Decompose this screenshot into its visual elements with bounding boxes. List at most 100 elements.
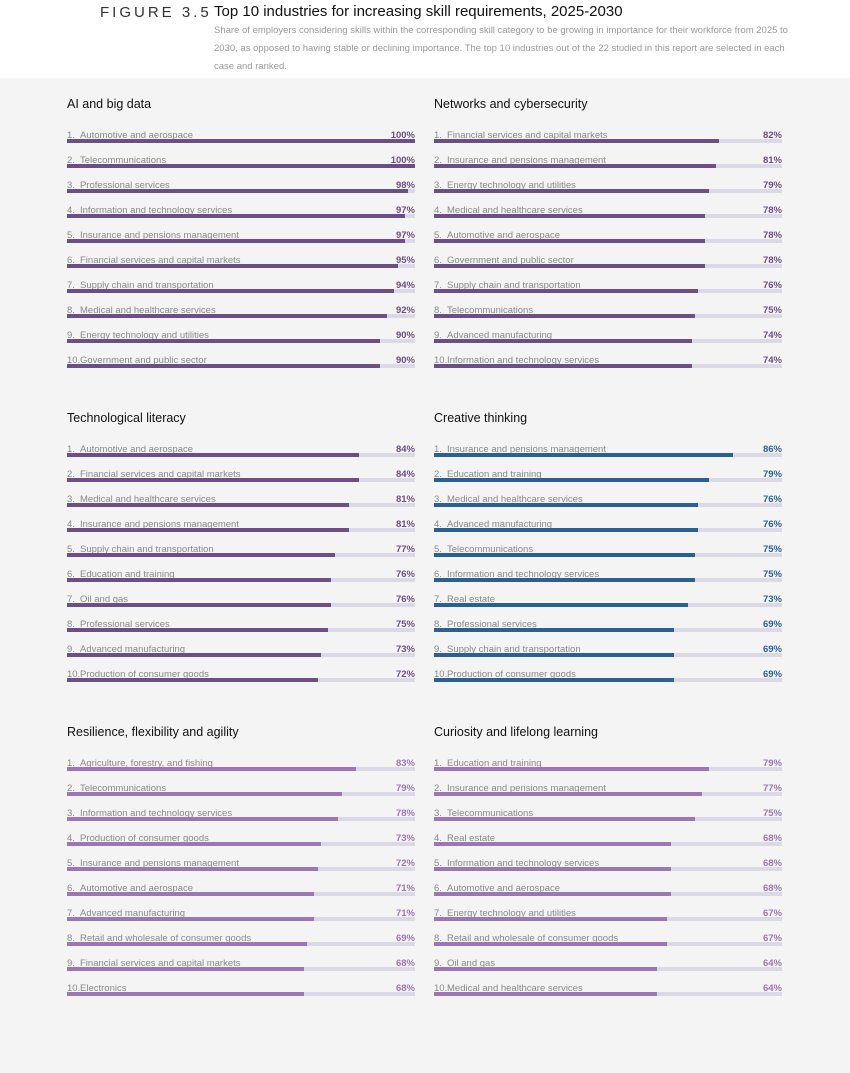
value-label: 83% bbox=[395, 758, 415, 769]
value-label: 78% bbox=[762, 230, 782, 241]
value-label: 69% bbox=[395, 933, 415, 944]
bar-row: 7. Oil and gas 76% bbox=[67, 594, 415, 619]
bar-row: 5. Information and technology services 68… bbox=[434, 858, 782, 883]
bar-row: 1. Financial services and capital markets… bbox=[434, 130, 782, 155]
bar-row: 8. Retail and wholesale of consumer goods… bbox=[434, 933, 782, 958]
panel-title: Creative thinking bbox=[434, 411, 528, 425]
category-label: 10.Government and public sector bbox=[67, 355, 207, 366]
category-label: 2. Financial services and capital markets bbox=[67, 469, 241, 480]
value-label: 94% bbox=[395, 280, 415, 291]
bar bbox=[67, 792, 342, 796]
category-label: 9. Energy technology and utilities bbox=[67, 330, 209, 341]
bar bbox=[67, 189, 409, 193]
bar bbox=[67, 867, 318, 871]
bar bbox=[67, 767, 356, 771]
bar-track bbox=[67, 553, 415, 557]
bar-track bbox=[67, 189, 415, 193]
bar-track bbox=[434, 314, 782, 318]
category-label: 6. Education and training bbox=[67, 569, 175, 580]
category-label: 7. Real estate bbox=[434, 594, 496, 605]
category-label: 5. Information and technology services bbox=[434, 858, 600, 869]
category-label: 2. Insurance and pensions management bbox=[434, 783, 606, 794]
bar-row: 10.Electronics 68% bbox=[67, 983, 415, 1008]
category-label: 5. Insurance and pensions management bbox=[67, 230, 239, 241]
bar-track bbox=[434, 478, 782, 482]
bar bbox=[434, 653, 675, 657]
bar-row: 10.Production of consumer goods 72% bbox=[67, 669, 415, 694]
bar-track bbox=[67, 364, 415, 368]
bar-track bbox=[434, 164, 782, 168]
bar bbox=[434, 264, 706, 268]
value-label: 76% bbox=[762, 494, 782, 505]
category-label: 8. Professional services bbox=[434, 619, 537, 630]
bar-row: 5. Insurance and pensions management 97% bbox=[67, 230, 415, 255]
bar bbox=[67, 214, 405, 218]
bar-row: 2. Telecommunications 100% bbox=[67, 155, 415, 180]
bar-row: 1. Automotive and aerospace 100% bbox=[67, 130, 415, 155]
bar bbox=[67, 967, 304, 971]
bar-track bbox=[434, 239, 782, 243]
bar bbox=[434, 239, 706, 243]
value-label: 84% bbox=[395, 469, 415, 480]
category-label: 4. Insurance and pensions management bbox=[67, 519, 239, 530]
value-label: 75% bbox=[762, 569, 782, 580]
bar-track bbox=[434, 942, 782, 946]
category-label: 6. Information and technology services bbox=[434, 569, 600, 580]
bar bbox=[434, 453, 734, 457]
bar bbox=[434, 628, 675, 632]
value-label: 64% bbox=[762, 958, 782, 969]
bar-row: 2. Financial services and capital markets… bbox=[67, 469, 415, 494]
value-label: 68% bbox=[762, 858, 782, 869]
bar bbox=[67, 678, 318, 682]
bar-track bbox=[67, 289, 415, 293]
bar-row: 10.Production of consumer goods 69% bbox=[434, 669, 782, 694]
category-label: 2. Telecommunications bbox=[67, 155, 167, 166]
category-label: 8. Retail and wholesale of consumer goods bbox=[434, 933, 619, 944]
bar-track bbox=[67, 528, 415, 532]
figure-title: Top 10 industries for increasing skill r… bbox=[214, 3, 623, 20]
value-label: 72% bbox=[395, 858, 415, 869]
bar-track bbox=[434, 289, 782, 293]
bar bbox=[434, 942, 668, 946]
bar-row: 5. Automotive and aerospace 78% bbox=[434, 230, 782, 255]
bar-track bbox=[67, 478, 415, 482]
bar-row: 8. Retail and wholesale of consumer goods… bbox=[67, 933, 415, 958]
bar-track bbox=[67, 992, 415, 996]
category-label: 3. Telecommunications bbox=[434, 808, 534, 819]
bar-row: 8. Telecommunications 75% bbox=[434, 305, 782, 330]
bar bbox=[434, 214, 706, 218]
bar-track bbox=[434, 528, 782, 532]
bar bbox=[434, 289, 699, 293]
bar-row: 6. Education and training 76% bbox=[67, 569, 415, 594]
bar bbox=[67, 942, 308, 946]
bar-row: 5. Telecommunications 75% bbox=[434, 544, 782, 569]
bar-track bbox=[434, 817, 782, 821]
category-label: 6. Financial services and capital markets bbox=[67, 255, 241, 266]
bar bbox=[67, 892, 315, 896]
category-label: 1. Automotive and aerospace bbox=[67, 130, 194, 141]
bar-track bbox=[67, 792, 415, 796]
bar bbox=[67, 339, 381, 343]
value-label: 76% bbox=[395, 594, 415, 605]
panel-title: Technological literacy bbox=[67, 411, 186, 425]
panel-title: Resilience, flexibility and agility bbox=[67, 725, 239, 739]
bar-row: 3. Medical and healthcare services 81% bbox=[67, 494, 415, 519]
bar bbox=[67, 453, 360, 457]
value-label: 76% bbox=[762, 280, 782, 291]
category-label: 7. Advanced manufacturing bbox=[67, 908, 186, 919]
bar-row: 6. Automotive and aerospace 68% bbox=[434, 883, 782, 908]
bar bbox=[434, 917, 668, 921]
panel-title: Networks and cybersecurity bbox=[434, 97, 588, 111]
category-label: 6. Government and public sector bbox=[434, 255, 574, 266]
bar bbox=[434, 603, 689, 607]
category-label: 3. Medical and healthcare services bbox=[434, 494, 583, 505]
bar-row: 10.Information and technology services 7… bbox=[434, 355, 782, 380]
bar bbox=[67, 528, 349, 532]
category-label: 5. Telecommunications bbox=[434, 544, 534, 555]
bar-row: 4. Medical and healthcare services 78% bbox=[434, 205, 782, 230]
value-label: 68% bbox=[395, 983, 415, 994]
bar-row: 2. Telecommunications 79% bbox=[67, 783, 415, 808]
category-label: 10.Production of consumer goods bbox=[434, 669, 576, 680]
value-label: 74% bbox=[762, 330, 782, 341]
bar bbox=[67, 264, 398, 268]
